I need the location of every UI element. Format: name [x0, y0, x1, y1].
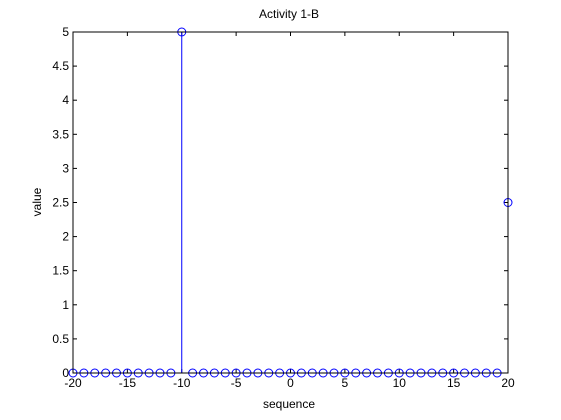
plot-area	[73, 32, 508, 373]
x-tick-label: 10	[393, 376, 407, 390]
y-tick-label: 1	[62, 298, 69, 312]
y-tick-label: 2.5	[52, 196, 69, 210]
y-tick-label: 3.5	[52, 127, 69, 141]
x-tick-label: 20	[501, 376, 515, 390]
x-tick-label: 5	[342, 376, 349, 390]
y-tick-label: 4.5	[52, 59, 69, 73]
y-tick-label: 2	[62, 230, 69, 244]
y-axis-label: value	[30, 187, 44, 216]
y-tick-label: 0.5	[52, 332, 69, 346]
x-tick-label: -5	[231, 376, 242, 390]
y-tick-label: 3	[62, 161, 69, 175]
y-tick-label: 0	[62, 366, 69, 380]
x-tick-label: -15	[119, 376, 137, 390]
x-tick-label: -10	[173, 376, 191, 390]
y-tick-label: 1.5	[52, 264, 69, 278]
x-axis-label: sequence	[263, 397, 315, 411]
x-tick-label: 0	[287, 376, 294, 390]
y-tick-label: 5	[62, 25, 69, 39]
x-tick-label: 15	[447, 376, 461, 390]
chart-title: Activity 1-B	[259, 7, 319, 21]
y-tick-label: 4	[62, 93, 69, 107]
